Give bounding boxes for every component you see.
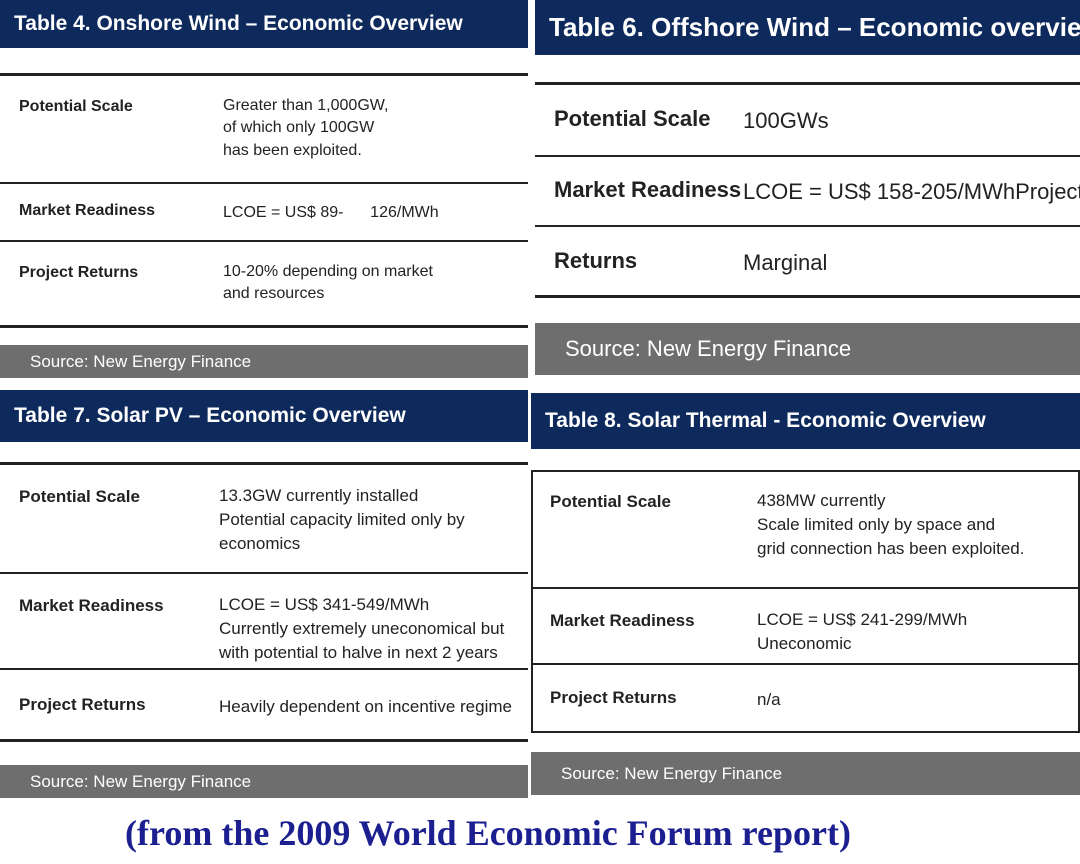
row-label: Returns [554,248,638,274]
row-value: n/a [757,688,781,712]
value-line: Heavily dependent on incentive regime [219,697,512,717]
table: Table 6. Offshore Wind – Economic overvi… [535,0,1080,864]
table-source: Source: New Energy Finance [0,765,528,798]
table-row: Project Returns 10-20% depending on marke… [0,240,528,328]
row-label: Market Readiness [19,201,156,219]
value-line: 438MW currently [757,491,886,510]
table-row: Market Readiness LCOE = US$ 158-205/MWhPr… [535,155,1080,225]
row-label: Market Readiness [550,611,695,630]
row-value: Greater than 1,000GW, of which only 100GW… [223,95,388,162]
value-line: LCOE = US$ 341-549/MWh [219,595,430,614]
row-value: Heavily dependent on incentive regime [219,695,512,719]
row-label: Project Returns [550,688,677,708]
table-row: Potential Scale 100GWs [535,82,1080,155]
table-row: Returns Marginal [535,225,1080,298]
row-value: 13.3GW currently installed Potential capa… [219,484,465,555]
row-label: Market Readiness [19,596,164,615]
row-label: Market Readiness [554,176,742,202]
value-line: with potential to halve in next 2 years [219,642,498,662]
row-label: Project Returns [19,264,139,281]
value-line: Potential capacity limited only by [219,509,465,529]
value-line: and resources [223,285,325,303]
table-title: Table 7. Solar PV – Economic Overview [0,390,528,442]
value-line: 13.3GW currently installed [219,486,419,505]
table-title: Table 4. Onshore Wind – Economic Overvie… [0,0,528,48]
row-value: LCOE = US$ 89- 126/MWh [223,202,439,224]
row-value: 10-20% depending on market and resources [223,261,433,306]
table-title: Table 6. Offshore Wind – Economic overvi… [535,0,1080,55]
table: Table 8. Solar Thermal - Economic Overvi… [531,0,1080,864]
value-line: Marginal [743,250,828,276]
table: Table 4. Onshore Wind – Economic Overvie… [0,0,528,864]
value-line: LCOE = US$ 241-299/MWh [757,610,968,629]
row-value: 438MW currently Scale limited only by spa… [757,489,1024,560]
table-row: Potential Scale 13.3GW currently installe… [0,462,528,572]
table-row: Potential Scale Greater than 1,000GW, of w… [0,73,528,182]
table-row: Market Readiness LCOE = US$ 341-549/MWh Cu… [0,572,528,668]
value-line: has been exploited. [223,141,362,159]
value-line: Scale limited only by space and [757,514,996,534]
table-row: Project Returns n/a [531,663,1080,733]
row-value: 100GWs [743,106,829,137]
row-label: Project Returns [19,695,146,715]
value-line: LCOE = US$ 158-205/MWhProject [743,178,1080,204]
table-source: Source: New Energy Finance [535,323,1080,375]
row-label: Potential Scale [550,492,671,511]
row-value: LCOE = US$ 158-205/MWhProject [743,177,1080,208]
row-label: Potential Scale [554,106,711,132]
table-source: Source: New Energy Finance [0,345,528,378]
value-line: grid connection has been exploited. [757,538,1025,558]
value-line: n/a [757,690,781,710]
value-line: 10-20% depending on market [223,263,433,280]
value-line: Greater than 1,000GW, [223,97,389,114]
row-value: Marginal [743,248,827,279]
row-label: Potential Scale [19,98,133,115]
table-row: Potential Scale 438MW currently Scale limi… [531,470,1080,587]
value-line: LCOE = US$ 89- 126/MWh [223,203,439,221]
value-line: 100GWs [743,108,829,134]
table: Table 7. Solar PV – Economic Overview Pot… [0,0,528,864]
table-row: Project Returns Heavily dependent on ince… [0,668,528,742]
table-border [531,470,1080,733]
table-source: Source: New Energy Finance [531,752,1080,795]
value-line: of which only 100GW [223,119,375,137]
row-value: LCOE = US$ 341-549/MWh Currently extremel… [219,593,504,664]
table-row: Market Readiness LCOE = US$ 241-299/MWh Un… [531,587,1080,663]
row-value: LCOE = US$ 241-299/MWh Uneconomic [757,608,967,656]
value-line: Uneconomic [757,633,852,653]
table-row: Market Readiness LCOE = US$ 89- 126/MWh [0,182,528,240]
table-title: Table 8. Solar Thermal - Economic Overvi… [531,393,1080,449]
caption: (from the 2009 World Economic Forum repo… [125,813,851,853]
value-line: Currently extremely uneconomical but [219,618,505,638]
row-label: Potential Scale [19,487,140,506]
value-line: economics [219,533,301,553]
